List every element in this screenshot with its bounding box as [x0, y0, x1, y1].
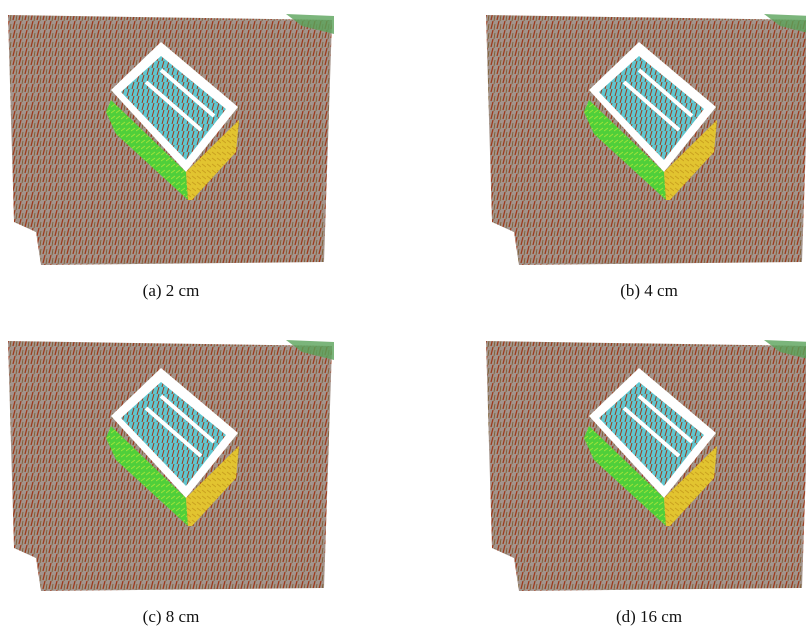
panel: (d) 16 cm	[484, 338, 806, 627]
caption: (d) 16 cm	[484, 607, 806, 627]
point-cloud-image	[484, 338, 806, 593]
point-cloud-image	[484, 12, 806, 267]
point-cloud-image	[6, 12, 336, 267]
caption: (a) 2 cm	[6, 281, 336, 301]
panel: (b) 4 cm	[484, 12, 806, 301]
caption: (c) 8 cm	[6, 607, 336, 627]
page: (a) 2 cm (b) 4 cm (c) 8 cm (d) 16 cm (()…	[0, 0, 806, 628]
panel: (c) 8 cm	[6, 338, 336, 627]
caption: (b) 4 cm	[484, 281, 806, 301]
point-cloud-image	[6, 338, 336, 593]
panel: (a) 2 cm	[6, 12, 336, 301]
